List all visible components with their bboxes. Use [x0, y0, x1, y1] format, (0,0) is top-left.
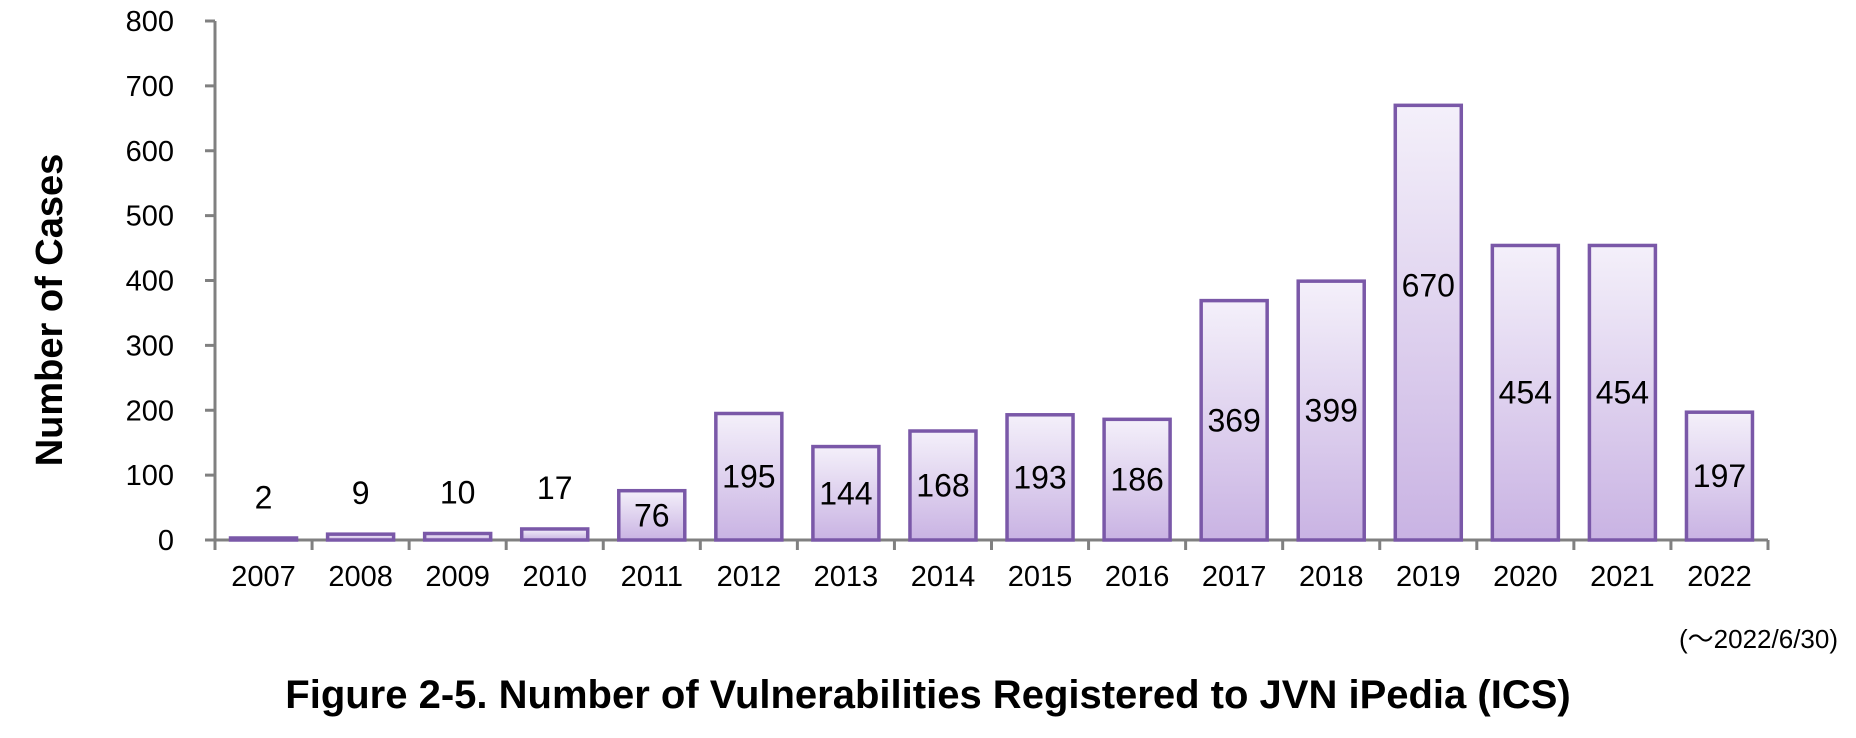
bar-2016 [1102, 417, 1172, 542]
data-label-2010: 17 [537, 470, 573, 506]
x-tick-label: 2017 [1202, 561, 1267, 593]
x-axis: 2007 2008 2009 2010 2011 2012 2013 2014 2015 2016… [213, 538, 1770, 593]
y-axis: 0 100 200 300 400 500 600 700 800 [126, 6, 217, 557]
x-tick-label: 2020 [1493, 561, 1558, 593]
data-label-2020: 454 [1499, 375, 1552, 411]
data-labels: 2 9 10 17 76 195 144 168 193 186 369 399 670 454 454 19… [255, 268, 1747, 534]
date-note: (～2022/6/30) [1679, 624, 1838, 654]
y-axis-title: Number of Cases [29, 154, 71, 467]
y-tick-label: 800 [126, 6, 174, 38]
x-tick-label: 2009 [425, 561, 490, 593]
y-tick-label: 500 [126, 201, 174, 233]
bar-2018 [1296, 279, 1366, 542]
data-label-2014: 168 [916, 468, 969, 504]
x-tick-label: 2012 [717, 561, 782, 593]
bar-2011 [617, 488, 687, 542]
data-label-2007: 2 [255, 480, 273, 516]
data-label-2008: 9 [352, 475, 370, 511]
bar-2014 [908, 429, 978, 542]
x-tick-label: 2010 [522, 561, 587, 593]
data-label-2019: 670 [1402, 268, 1455, 304]
data-label-2011: 76 [634, 497, 670, 533]
data-label-2022: 197 [1693, 458, 1746, 494]
data-label-2012: 195 [722, 459, 775, 495]
data-label-2015: 193 [1013, 459, 1066, 495]
bar-2017 [1199, 298, 1269, 542]
x-tick-label: 2014 [911, 561, 976, 593]
data-label-2017: 369 [1207, 402, 1260, 438]
y-tick-label: 0 [158, 525, 174, 557]
bar-2009 [422, 531, 493, 542]
x-tick-label: 2016 [1105, 561, 1170, 593]
data-label-2009: 10 [440, 475, 476, 511]
bar-2022 [1684, 410, 1755, 542]
x-tick-label: 2021 [1590, 561, 1655, 593]
data-label-2021: 454 [1596, 375, 1649, 411]
x-tick-label: 2019 [1396, 561, 1461, 593]
figure-caption: Figure 2-5. Number of Vulnerabilities Re… [285, 673, 1570, 717]
y-tick-label: 300 [126, 330, 174, 362]
y-tick-label: 700 [126, 71, 174, 103]
bar-2007 [228, 536, 299, 542]
bar-2013 [811, 444, 881, 542]
y-tick-label: 600 [126, 136, 174, 168]
bar-2010 [519, 527, 590, 542]
data-label-2016: 186 [1110, 462, 1163, 498]
y-tick-label: 400 [126, 266, 174, 298]
data-label-2013: 144 [819, 475, 872, 511]
x-tick-label: 2018 [1299, 561, 1364, 593]
x-tick-label: 2015 [1008, 561, 1073, 593]
x-tick-label: 2008 [328, 561, 393, 593]
bar-2019 [1393, 103, 1464, 542]
bar-2020 [1490, 243, 1561, 542]
x-tick-label: 2022 [1687, 561, 1752, 593]
bar-2021 [1587, 243, 1658, 542]
x-tick-label: 2011 [621, 561, 683, 593]
x-tick-label: 2013 [814, 561, 879, 593]
y-tick-label: 200 [126, 395, 174, 427]
bar-2008 [325, 532, 396, 542]
bar-2015 [1005, 413, 1075, 542]
y-tick-label: 100 [126, 460, 174, 492]
data-label-2018: 399 [1305, 393, 1358, 429]
bars [228, 103, 1755, 542]
x-tick-label: 2007 [231, 561, 296, 593]
bar-2012 [714, 411, 784, 542]
